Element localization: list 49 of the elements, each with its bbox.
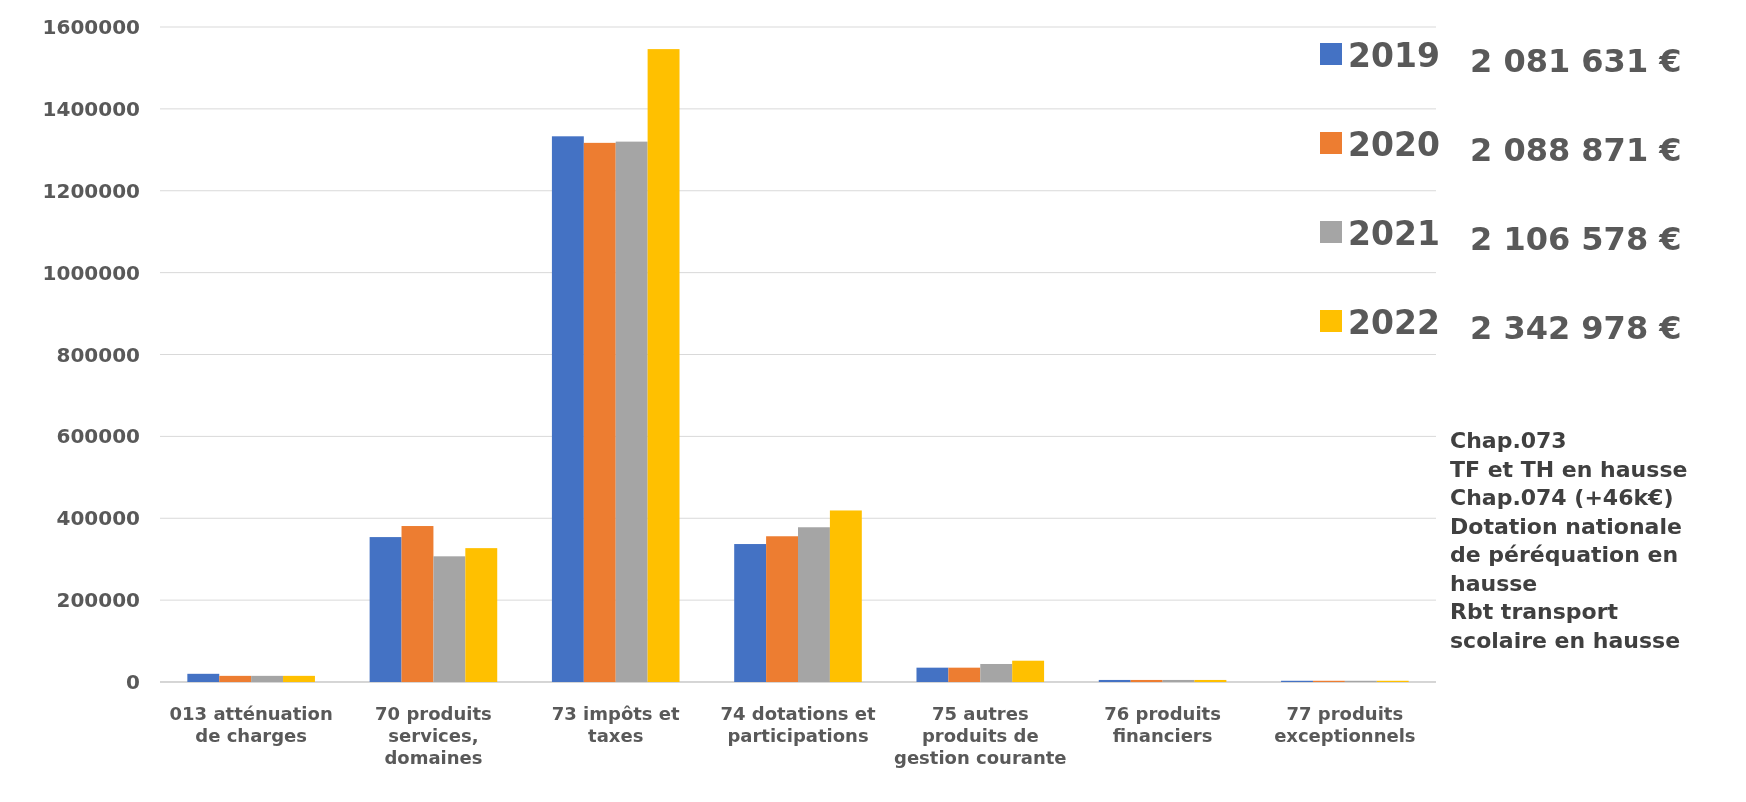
- y-tick-label: 400000: [56, 506, 140, 531]
- y-tick-label: 600000: [56, 424, 140, 449]
- text: 2 088 871 €: [1470, 131, 1682, 170]
- bar: [1162, 679, 1195, 682]
- bar: [583, 142, 616, 682]
- bar: [916, 667, 949, 682]
- legend-label: 2020: [1348, 124, 1440, 164]
- y-tick-label: 1600000: [42, 15, 140, 39]
- bar: [401, 526, 434, 682]
- y-tick-label: 0: [126, 670, 140, 694]
- bar: [798, 527, 830, 682]
- x-tick-label: 70 produits services, domaines: [375, 703, 492, 768]
- bar: [187, 673, 220, 682]
- bar: [1130, 679, 1163, 682]
- x-tick-label: 75 autres produits de gestion courante: [894, 703, 1067, 768]
- bar: [551, 136, 584, 682]
- y-tick-label: 1400000: [42, 96, 140, 121]
- bar: [948, 667, 981, 682]
- bar: [766, 536, 798, 682]
- legend-label: 2019: [1348, 35, 1440, 75]
- bar: [219, 675, 252, 682]
- text: 2 106 578 €: [1470, 220, 1682, 259]
- bar: [1194, 679, 1227, 682]
- bar: [980, 663, 1013, 682]
- x-tick-label: 74 dotations et participations: [720, 703, 876, 746]
- bar: [369, 537, 402, 682]
- bar: [433, 556, 466, 682]
- text: Chap.073 TF et TH en hausse Chap.074 (+46k€) Dotation nationale de péréquation en hausse Rbt transport scolaire en hausse: [1450, 428, 1688, 653]
- bar: [734, 544, 767, 682]
- legend-label: 2021: [1348, 213, 1440, 253]
- x-tick-label: 76 produits financiers: [1104, 703, 1221, 746]
- y-tick-label: 200000: [56, 588, 140, 613]
- bar: [465, 548, 498, 682]
- legend-label: 2022: [1348, 302, 1440, 342]
- y-tick-label: 1000000: [42, 260, 140, 285]
- text: 2 081 631 €: [1470, 42, 1682, 81]
- y-tick-label: 800000: [56, 342, 140, 367]
- bar: [647, 49, 680, 682]
- bar: [615, 141, 648, 682]
- bar: [1098, 679, 1131, 682]
- x-tick-label: 013 atténuation de charges: [169, 703, 333, 746]
- y-tick-label: 1200000: [42, 178, 140, 203]
- text: 2 342 978 €: [1470, 309, 1682, 348]
- bar: [283, 675, 315, 682]
- x-tick-label: 73 impôts et taxes: [551, 703, 681, 746]
- bar: [1012, 660, 1045, 682]
- bar: [829, 510, 862, 682]
- bar: [251, 675, 284, 682]
- x-tick-label: 77 produits exceptionnels: [1274, 703, 1416, 746]
